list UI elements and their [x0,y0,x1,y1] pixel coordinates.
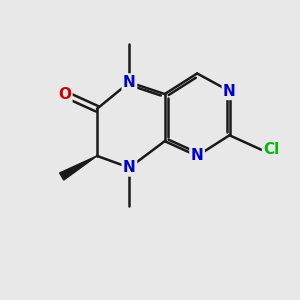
Polygon shape [60,156,97,180]
Text: N: N [123,160,136,175]
Text: N: N [191,148,203,164]
Text: N: N [223,84,236,99]
Text: O: O [58,87,71,102]
Text: N: N [123,75,136,90]
Text: Cl: Cl [263,142,280,158]
